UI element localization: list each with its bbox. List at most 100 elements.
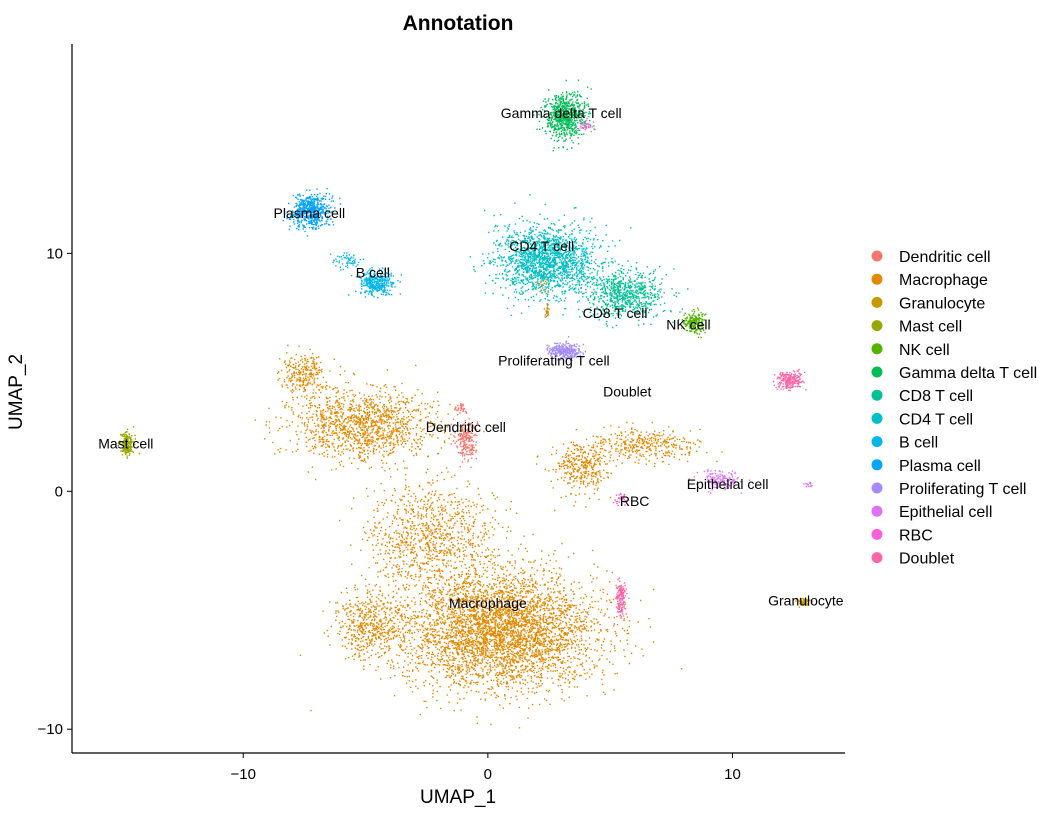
legend-item: CD8 T cell	[871, 388, 973, 405]
chart-title: Annotation	[403, 12, 514, 35]
legend-item: NK cell	[871, 342, 950, 359]
point-cluster	[330, 252, 365, 271]
legend-key	[871, 412, 883, 424]
series-epithelial-cell	[688, 469, 813, 494]
point-cluster	[612, 492, 627, 507]
legend-item: Plasma cell	[871, 458, 981, 475]
x-axis-label: UMAP_1	[420, 787, 496, 808]
legend-label: Proliferating T cell	[899, 481, 1026, 498]
y-tick-label: −10	[38, 721, 63, 738]
legend-item: B cell	[871, 435, 938, 452]
cluster-label: Epithelial cell	[687, 476, 769, 492]
series-mast-cell	[117, 426, 140, 459]
legend-key	[871, 459, 883, 471]
point-cluster	[543, 303, 550, 318]
legend-label: Plasma cell	[899, 458, 981, 475]
legend-item: Gamma delta T cell	[871, 365, 1037, 382]
legend-key	[871, 436, 883, 448]
legend-label: Granulocyte	[899, 295, 985, 312]
axes-layer: −10 0 10 −10 0 10	[38, 44, 845, 783]
cluster-label: Macrophage	[449, 595, 527, 611]
legend-label: Mast cell	[899, 319, 962, 336]
legend-label: NK cell	[899, 342, 950, 359]
legend-key	[871, 296, 883, 308]
point-cluster	[678, 307, 710, 339]
legend-item: Dendritic cell	[871, 249, 991, 266]
legend-key	[871, 343, 883, 355]
cluster-label: Mast cell	[98, 436, 153, 452]
legend-item: Mast cell	[871, 319, 962, 336]
cluster-label: Doublet	[603, 383, 651, 399]
legend-item: Doublet	[871, 551, 955, 568]
series-rbc	[577, 117, 627, 507]
point-cluster	[335, 449, 535, 626]
point-cluster	[277, 344, 342, 398]
legend-key	[871, 250, 883, 262]
series-dendritic-cell	[450, 403, 485, 468]
legend-item: RBC	[871, 527, 933, 544]
point-cluster	[254, 364, 495, 481]
legend-label: B cell	[899, 435, 938, 452]
point-cluster	[539, 336, 587, 362]
cluster-label: RBC	[620, 493, 650, 509]
point-cluster	[615, 577, 630, 626]
point-cluster	[280, 188, 342, 237]
legend-label: CD4 T cell	[899, 411, 973, 428]
point-cluster	[299, 533, 683, 729]
x-tick-label: −10	[231, 766, 256, 783]
legend: Dendritic cell Macrophage Granulocyte Mast …	[871, 249, 1037, 568]
cluster-label: Dendritic cell	[426, 419, 506, 435]
cluster-labels: Gamma delta T cell Plasma cell CD4 T cell B…	[98, 105, 844, 611]
legend-key	[871, 320, 883, 332]
legend-item: Granulocyte	[871, 295, 985, 312]
points-layer	[117, 79, 813, 729]
cluster-label: Granulocyte	[768, 593, 844, 609]
legend-label: Gamma delta T cell	[899, 365, 1037, 382]
point-cluster	[577, 117, 595, 133]
point-cluster	[454, 403, 467, 416]
legend-key	[871, 482, 883, 494]
cluster-label: Proliferating T cell	[498, 352, 610, 368]
legend-key	[871, 528, 883, 540]
legend-label: Macrophage	[899, 272, 988, 289]
x-tick-label: 0	[484, 766, 492, 783]
cluster-label: Plasma cell	[273, 205, 345, 221]
series-b-cell	[330, 252, 402, 299]
cluster-label: CD8 T cell	[583, 305, 648, 321]
legend-item: Epithelial cell	[871, 504, 992, 521]
legend-key	[871, 366, 883, 378]
cluster-label: CD4 T cell	[509, 238, 574, 254]
legend-label: Dendritic cell	[899, 249, 991, 266]
legend-label: RBC	[899, 527, 933, 544]
legend-item: Proliferating T cell	[871, 481, 1026, 498]
point-cluster	[578, 252, 689, 329]
y-tick-label: 10	[46, 245, 63, 262]
point-cluster	[348, 267, 402, 299]
cluster-label: Gamma delta T cell	[501, 105, 622, 121]
legend-label: Doublet	[899, 551, 955, 568]
series-doublet	[615, 368, 807, 626]
x-tick-label: 10	[724, 766, 741, 783]
point-cluster	[322, 578, 430, 671]
legend-label: Epithelial cell	[899, 504, 992, 521]
legend-key	[871, 552, 883, 564]
legend-item: Macrophage	[871, 272, 988, 289]
y-tick-label: 0	[55, 483, 63, 500]
series-plasma-cell	[280, 188, 342, 237]
point-cluster	[117, 426, 140, 459]
cluster-label: NK cell	[666, 317, 710, 333]
series-cd8-t-cell	[578, 252, 689, 329]
series-cd4-t-cell	[469, 194, 632, 317]
legend-key	[871, 389, 883, 401]
y-axis-label: UMAP_2	[6, 354, 27, 430]
series-macrophage	[254, 272, 723, 729]
legend-key	[871, 273, 883, 285]
point-cluster	[535, 433, 619, 512]
point-cluster	[552, 421, 723, 467]
legend-label: CD8 T cell	[899, 388, 973, 405]
legend-item: CD4 T cell	[871, 411, 973, 428]
point-cluster	[803, 481, 813, 488]
series-granulocyte	[795, 597, 813, 608]
